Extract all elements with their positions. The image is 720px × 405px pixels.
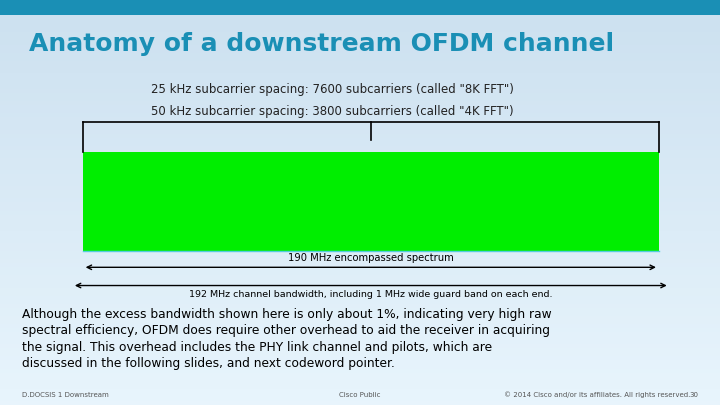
Text: Anatomy of a downstream OFDM channel: Anatomy of a downstream OFDM channel (29, 32, 614, 56)
Text: 192 MHz channel bandwidth, including 1 MHz wide guard band on each end.: 192 MHz channel bandwidth, including 1 M… (189, 290, 552, 299)
Text: Although the excess bandwidth shown here is only about 1%, indicating very high : Although the excess bandwidth shown here… (22, 308, 552, 370)
Bar (0, 0, 720, 15)
Text: D.DOCSIS 1 Downstream: D.DOCSIS 1 Downstream (22, 392, 108, 398)
Text: 190 MHz encompassed spectrum: 190 MHz encompassed spectrum (288, 253, 454, 263)
Bar (83, 152, 659, 251)
Text: 50 kHz subcarrier spacing: 3800 subcarriers (called "4K FFT"): 50 kHz subcarrier spacing: 3800 subcarri… (151, 105, 514, 118)
Text: Cisco Public: Cisco Public (339, 392, 381, 398)
Text: 30: 30 (690, 392, 698, 398)
Text: © 2014 Cisco and/or its affiliates. All rights reserved.: © 2014 Cisco and/or its affiliates. All … (504, 391, 690, 398)
Text: 25 kHz subcarrier spacing: 7600 subcarriers (called "8K FFT"): 25 kHz subcarrier spacing: 7600 subcarri… (151, 83, 514, 96)
